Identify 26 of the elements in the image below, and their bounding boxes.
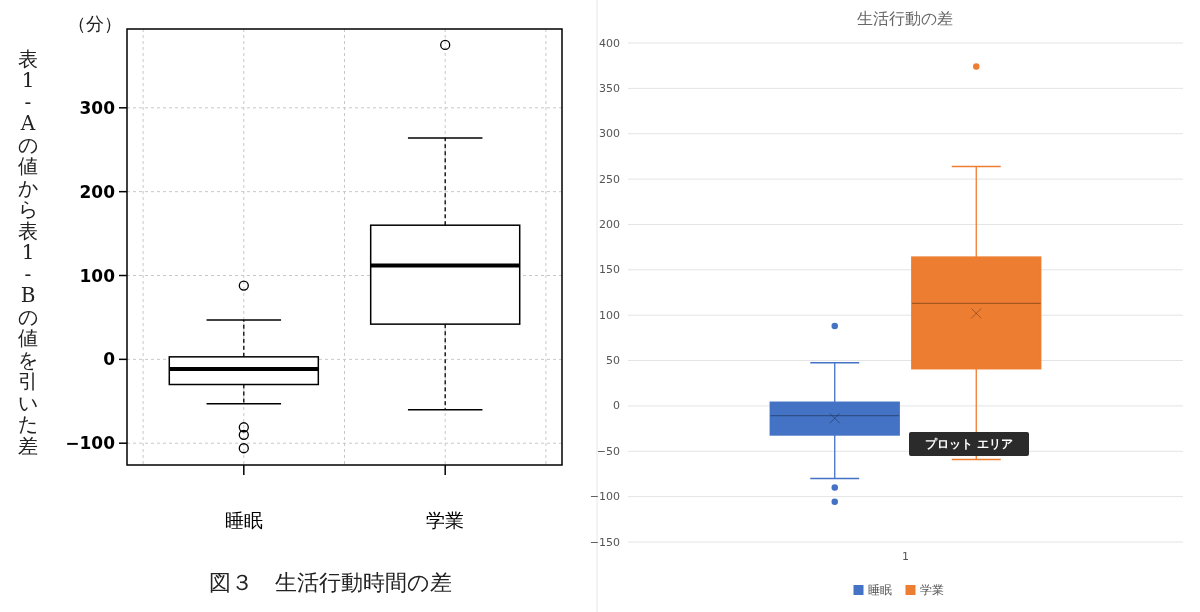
y-tick-label: 350: [599, 81, 620, 95]
y-tick-label: −50: [596, 444, 620, 458]
y-tick-label: −100: [589, 490, 620, 504]
legend-label: 学業: [919, 583, 944, 597]
y-tick-label: 300: [599, 127, 620, 141]
text: 図３ 生活行動時間の差: [208, 570, 452, 595]
y-tick-label: 100: [599, 308, 620, 322]
y-tick-label: 50: [606, 354, 620, 368]
y-tick-label: 250: [599, 172, 620, 186]
y-tick-label: 0: [103, 349, 116, 370]
y-tick-label: −150: [589, 535, 620, 549]
y-tick-label: 200: [79, 181, 116, 202]
y-tick-label: 100: [79, 265, 116, 286]
y-tick-label: 0: [613, 399, 620, 413]
y-tick-label: −100: [65, 433, 116, 454]
legend-label: 睡眠: [867, 583, 892, 597]
y-tick-label: 400: [599, 36, 620, 50]
y-tick-label: 200: [599, 217, 620, 231]
y-tick-label: 300: [79, 97, 116, 118]
chart-title: 生活行動の差: [857, 9, 953, 28]
text: 表1-Aの値から表1-Bの値を引いた差: [18, 46, 38, 458]
x-tick-label: 1: [902, 550, 909, 563]
text: （分）: [68, 13, 122, 34]
annotation: プロット エリア: [924, 437, 1014, 451]
y-tick-label: 150: [599, 263, 620, 277]
annotation: プロット エリア: [909, 432, 1029, 456]
